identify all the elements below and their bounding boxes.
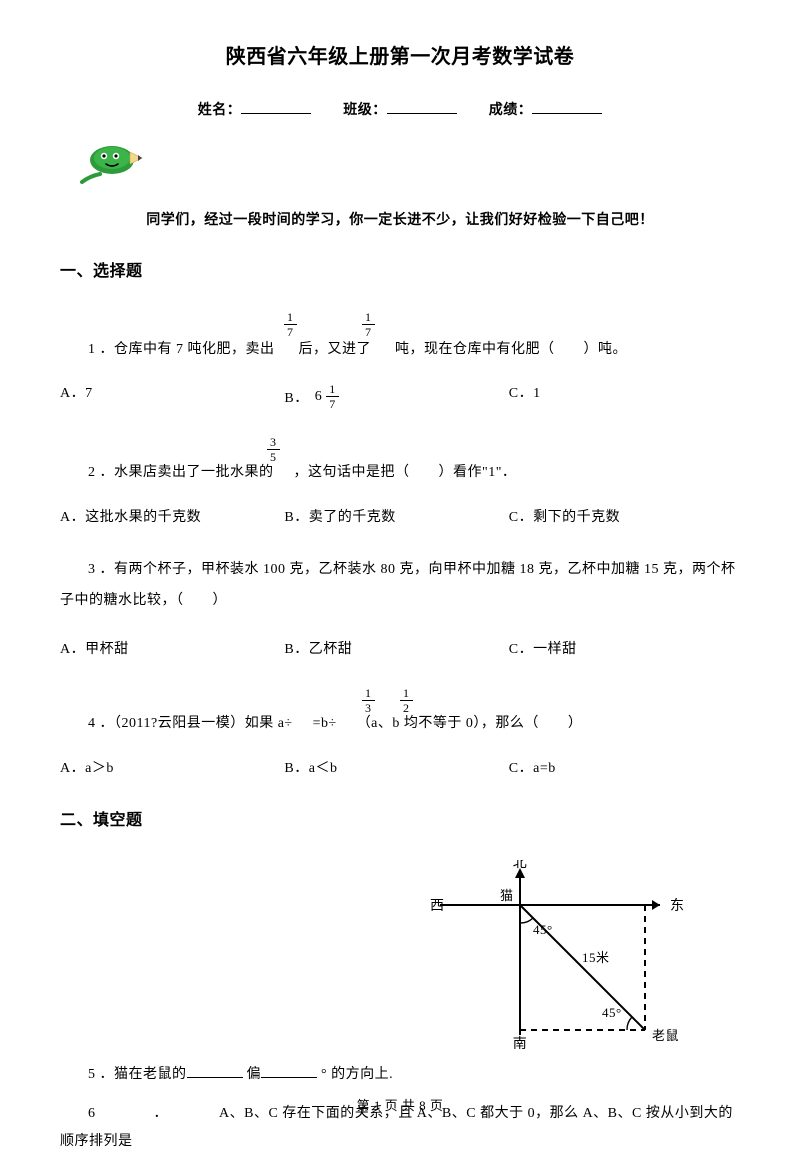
q1-text-b: 后，又进了 — [299, 342, 372, 357]
q2-text-a: 2 ．水果店卖出了一批水果的 — [88, 465, 274, 480]
q1-fraction-2: 17 — [362, 311, 375, 338]
q1-option-a: A．7 — [60, 383, 284, 410]
q4-option-b: B．a＜b — [284, 758, 508, 780]
q4-option-c: C．a=b — [509, 758, 733, 780]
question-4: 13 12 4 ．（2011?云阳县一模）如果 a÷ =b÷ （a、b 均不等于… — [60, 687, 740, 735]
q2-options: A．这批水果的千克数 B．卖了的千克数 C．剩下的千克数 — [60, 507, 740, 529]
question-1: 17 17 1 ．仓库中有 7 吨化肥，卖出 后，又进了 吨，现在仓库中有化肥（… — [60, 311, 740, 361]
q2-fraction: 35 — [267, 436, 280, 463]
svg-text:南: 南 — [513, 1036, 528, 1050]
score-blank[interactable] — [532, 100, 602, 114]
q1-option-c: C．1 — [509, 383, 733, 410]
q1-text-a: 1 ．仓库中有 7 吨化肥，卖出 — [88, 342, 275, 357]
svg-text:西: 西 — [430, 899, 445, 914]
q3-option-a: A．甲杯甜 — [60, 639, 284, 661]
svg-text:老鼠: 老鼠 — [652, 1028, 679, 1043]
q4-text-a: 4 ．（2011?云阳县一模）如果 a÷ — [88, 716, 293, 731]
q2-option-b: B．卖了的千克数 — [284, 507, 508, 529]
svg-text:45°: 45° — [533, 922, 553, 937]
greeting-text: 同学们，经过一段时间的学习，你一定长进不少，让我们好好检验一下自己吧！ — [60, 209, 740, 229]
direction-diagram: 北 南 东 西 猫 老鼠 45° 45° 15米 — [60, 860, 700, 1050]
question-2: 35 2 ．水果店卖出了一批水果的 ，这句话中是把（ ）看作"1"． — [60, 436, 740, 484]
q1-options: A．7 B． 6 17 C．1 — [60, 383, 740, 410]
section-1-heading: 一、选择题 — [60, 257, 740, 281]
q5-blank-2[interactable] — [261, 1064, 317, 1078]
q4-fraction-2: 12 — [400, 687, 413, 714]
svg-text:45°: 45° — [602, 1005, 622, 1020]
q3-options: A．甲杯甜 B．乙杯甜 C．一样甜 — [60, 639, 740, 661]
q1-option-b: B． 6 17 — [284, 383, 508, 410]
student-info-line: 姓名： 班级： 成绩： — [60, 99, 740, 119]
q2-option-a: A．这批水果的千克数 — [60, 507, 284, 529]
q4-option-a: A．a＞b — [60, 758, 284, 780]
score-label: 成绩： — [489, 103, 533, 118]
question-3: 3 ．有两个杯子，甲杯装水 100 克，乙杯装水 80 克，向甲杯中加糖 18 … — [60, 555, 740, 617]
svg-text:猫: 猫 — [500, 888, 514, 903]
svg-text:15米: 15米 — [582, 950, 610, 965]
svg-text:东: 东 — [670, 898, 685, 914]
q3-option-b: B．乙杯甜 — [284, 639, 508, 661]
class-blank[interactable] — [387, 100, 457, 114]
q4-options: A．a＞b B．a＜b C．a=b — [60, 758, 740, 780]
q2-text-b: ，这句话中是把（ ）看作"1"． — [294, 465, 517, 480]
name-blank[interactable] — [241, 100, 311, 114]
section-2-heading: 二、填空题 — [60, 806, 740, 830]
svg-text:北: 北 — [513, 860, 528, 871]
name-label: 姓名： — [198, 103, 242, 118]
q4-text-c: （a、b 均不等于 0），那么（ ） — [357, 716, 583, 731]
exam-title: 陕西省六年级上册第一次月考数学试卷 — [60, 40, 740, 69]
q1-fraction-1: 17 — [284, 311, 297, 338]
q1-text-c: 吨，现在仓库中有化肥（ ）吨。 — [395, 342, 627, 357]
page-footer: 第 1 页 共 8 页 — [0, 1095, 800, 1114]
q3-option-c: C．一样甜 — [509, 639, 733, 661]
question-5: 5 ．猫在老鼠的 偏 ° 的方向上. — [60, 1064, 740, 1086]
q2-option-c: C．剩下的千克数 — [509, 507, 733, 529]
class-label: 班级： — [343, 103, 387, 118]
q4-fraction-1: 13 — [362, 687, 375, 714]
pencil-icon — [80, 134, 740, 191]
q5-blank-1[interactable] — [187, 1064, 243, 1078]
q4-text-b: =b÷ — [313, 716, 337, 731]
